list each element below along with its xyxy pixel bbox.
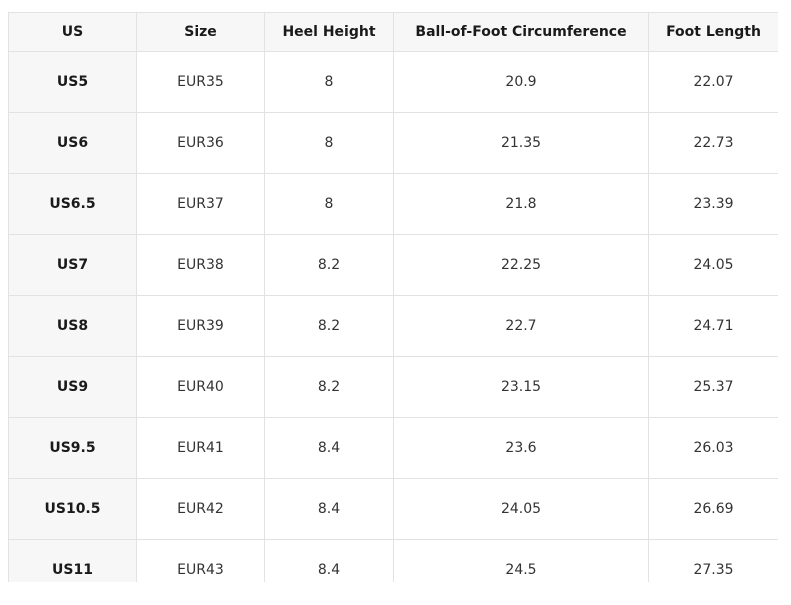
cell-foot-length: 22.73	[648, 112, 778, 174]
cell-heel-height: 8	[264, 173, 394, 235]
cell-foot-length: 24.71	[648, 295, 778, 357]
cell-us: US6.5	[8, 173, 137, 235]
cell-size: EUR35	[136, 51, 265, 113]
cell-foot-length: 26.69	[648, 478, 778, 540]
table-row: US5 EUR35 8 20.9 22.07	[8, 51, 778, 113]
cell-size: EUR40	[136, 356, 265, 418]
cell-foot-length: 22.07	[648, 51, 778, 113]
cell-ball-of-foot-circumference: 20.9	[393, 51, 649, 113]
cell-ball-of-foot-circumference: 23.15	[393, 356, 649, 418]
cell-heel-height: 8.4	[264, 539, 394, 582]
cell-us: US5	[8, 51, 137, 113]
cell-heel-height: 8	[264, 51, 394, 113]
cell-ball-of-foot-circumference: 22.25	[393, 234, 649, 296]
cell-foot-length: 24.05	[648, 234, 778, 296]
cell-us: US10.5	[8, 478, 137, 540]
table-row: US9 EUR40 8.2 23.15 25.37	[8, 356, 778, 418]
cell-foot-length: 27.35	[648, 539, 778, 582]
header-heel-height: Heel Height	[264, 12, 394, 52]
cell-heel-height: 8.2	[264, 234, 394, 296]
cell-ball-of-foot-circumference: 24.05	[393, 478, 649, 540]
cell-heel-height: 8.4	[264, 478, 394, 540]
table-body: US5 EUR35 8 20.9 22.07 US6 EUR36 8 21.35…	[8, 51, 778, 582]
cell-us: US7	[8, 234, 137, 296]
table-row: US6.5 EUR37 8 21.8 23.39	[8, 173, 778, 235]
header-row: US Size Heel Height Ball-of-Foot Circumf…	[8, 12, 778, 52]
cell-us: US9	[8, 356, 137, 418]
cell-foot-length: 23.39	[648, 173, 778, 235]
table-row: US8 EUR39 8.2 22.7 24.71	[8, 295, 778, 357]
cell-heel-height: 8.2	[264, 356, 394, 418]
cell-us: US8	[8, 295, 137, 357]
header-size: Size	[136, 12, 265, 52]
cell-size: EUR41	[136, 417, 265, 479]
cell-heel-height: 8	[264, 112, 394, 174]
table-row: US10.5 EUR42 8.4 24.05 26.69	[8, 478, 778, 540]
cell-ball-of-foot-circumference: 21.35	[393, 112, 649, 174]
table-row: US7 EUR38 8.2 22.25 24.05	[8, 234, 778, 296]
cell-size: EUR42	[136, 478, 265, 540]
cell-foot-length: 26.03	[648, 417, 778, 479]
header-foot-length: Foot Length	[648, 12, 778, 52]
cell-heel-height: 8.2	[264, 295, 394, 357]
cell-heel-height: 8.4	[264, 417, 394, 479]
table-row: US11 EUR43 8.4 24.5 27.35	[8, 539, 778, 582]
cell-us: US11	[8, 539, 137, 582]
cell-size: EUR37	[136, 173, 265, 235]
header-ball-of-foot-circumference: Ball-of-Foot Circumference	[393, 12, 649, 52]
table-row: US6 EUR36 8 21.35 22.73	[8, 112, 778, 174]
table-row: US9.5 EUR41 8.4 23.6 26.03	[8, 417, 778, 479]
cell-ball-of-foot-circumference: 22.7	[393, 295, 649, 357]
header-us: US	[8, 12, 137, 52]
cell-ball-of-foot-circumference: 24.5	[393, 539, 649, 582]
cell-size: EUR43	[136, 539, 265, 582]
cell-us: US9.5	[8, 417, 137, 479]
size-chart-table: US Size Heel Height Ball-of-Foot Circumf…	[8, 12, 778, 582]
cell-size: EUR36	[136, 112, 265, 174]
cell-size: EUR38	[136, 234, 265, 296]
cell-ball-of-foot-circumference: 21.8	[393, 173, 649, 235]
size-chart-viewport: US Size Heel Height Ball-of-Foot Circumf…	[8, 12, 778, 582]
cell-ball-of-foot-circumference: 23.6	[393, 417, 649, 479]
table-header: US Size Heel Height Ball-of-Foot Circumf…	[8, 12, 778, 52]
cell-size: EUR39	[136, 295, 265, 357]
cell-us: US6	[8, 112, 137, 174]
cell-foot-length: 25.37	[648, 356, 778, 418]
